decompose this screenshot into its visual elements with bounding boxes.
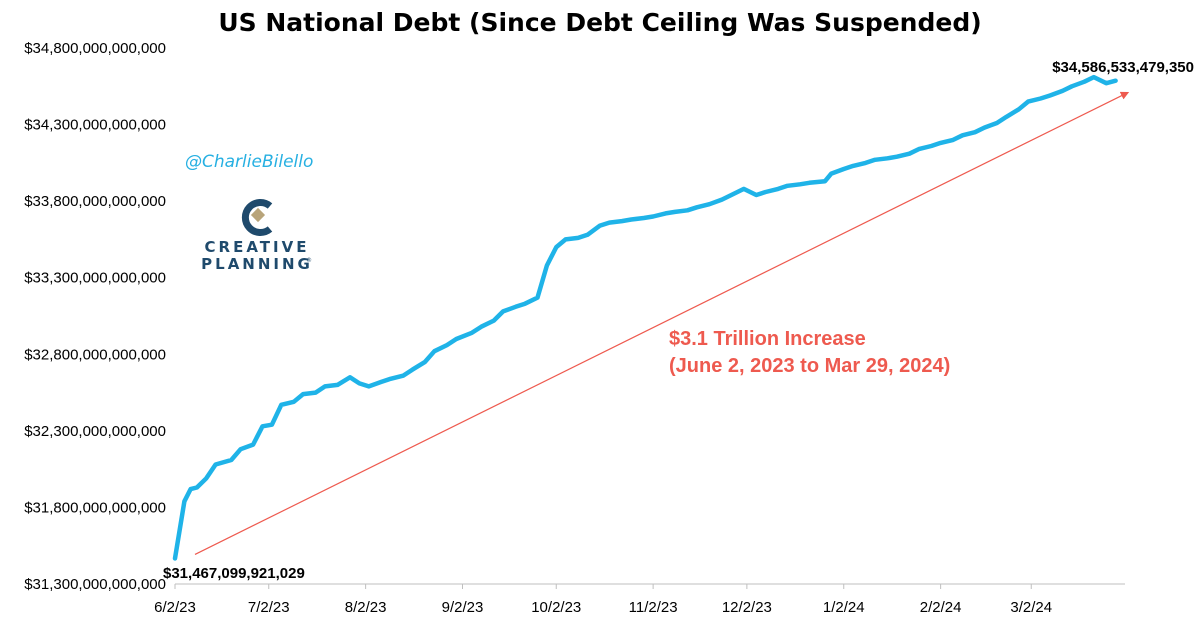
logo-mark-icon <box>241 199 273 236</box>
annotation-line2: (June 2, 2023 to Mar 29, 2024) <box>669 355 950 377</box>
y-tick-label: $31,300,000,000,000 <box>24 576 166 593</box>
x-axis: 6/2/23 7/2/23 8/2/23 9/2/23 10/2/23 11/2/23 12… <box>154 584 1052 616</box>
x-tick-label: 9/2/23 <box>442 599 484 616</box>
x-tick-label: 6/2/23 <box>154 599 196 616</box>
y-tick-label: $34,800,000,000,000 <box>24 40 166 57</box>
x-tick-label: 11/2/23 <box>629 599 678 616</box>
chart-title: US National Debt (Since Debt Ceiling Was… <box>218 8 981 37</box>
y-tick-label: $33,300,000,000,000 <box>24 270 166 287</box>
author-handle: @CharlieBilello <box>185 152 313 172</box>
y-tick-label: $32,800,000,000,000 <box>24 346 166 363</box>
y-tick-label: $32,300,000,000,000 <box>24 423 166 440</box>
series-line-national-debt <box>172 74 1118 561</box>
x-tick-label: 7/2/23 <box>248 599 290 616</box>
logo-text-line2: PLANNING <box>201 255 313 273</box>
start-value-label: $31,467,099,921,029 <box>163 565 305 582</box>
logo-text-line1: CREATIVE <box>205 238 310 256</box>
y-tick-label: $33,800,000,000,000 <box>24 193 166 210</box>
creative-planning-logo: CREATIVE PLANNING ® <box>201 199 313 273</box>
x-tick-label: 2/2/24 <box>920 599 962 616</box>
logo-registered-mark: ® <box>306 257 312 264</box>
x-tick-label: 12/2/23 <box>722 599 772 616</box>
annotation-line1: $3.1 Trillion Increase <box>669 328 866 350</box>
increase-arrow <box>194 91 1130 555</box>
x-tick-label: 3/2/24 <box>1010 599 1052 616</box>
x-tick-label: 10/2/23 <box>531 599 581 616</box>
y-tick-label: $34,300,000,000,000 <box>24 117 166 134</box>
x-tick-label: 8/2/23 <box>345 599 387 616</box>
y-tick-label: $31,800,000,000,000 <box>24 499 166 516</box>
y-axis: $31,300,000,000,000 $31,800,000,000,000 $3… <box>24 40 166 593</box>
x-tick-label: 1/2/24 <box>823 599 865 616</box>
end-value-label: $34,586,533,479,350 <box>1052 59 1194 76</box>
